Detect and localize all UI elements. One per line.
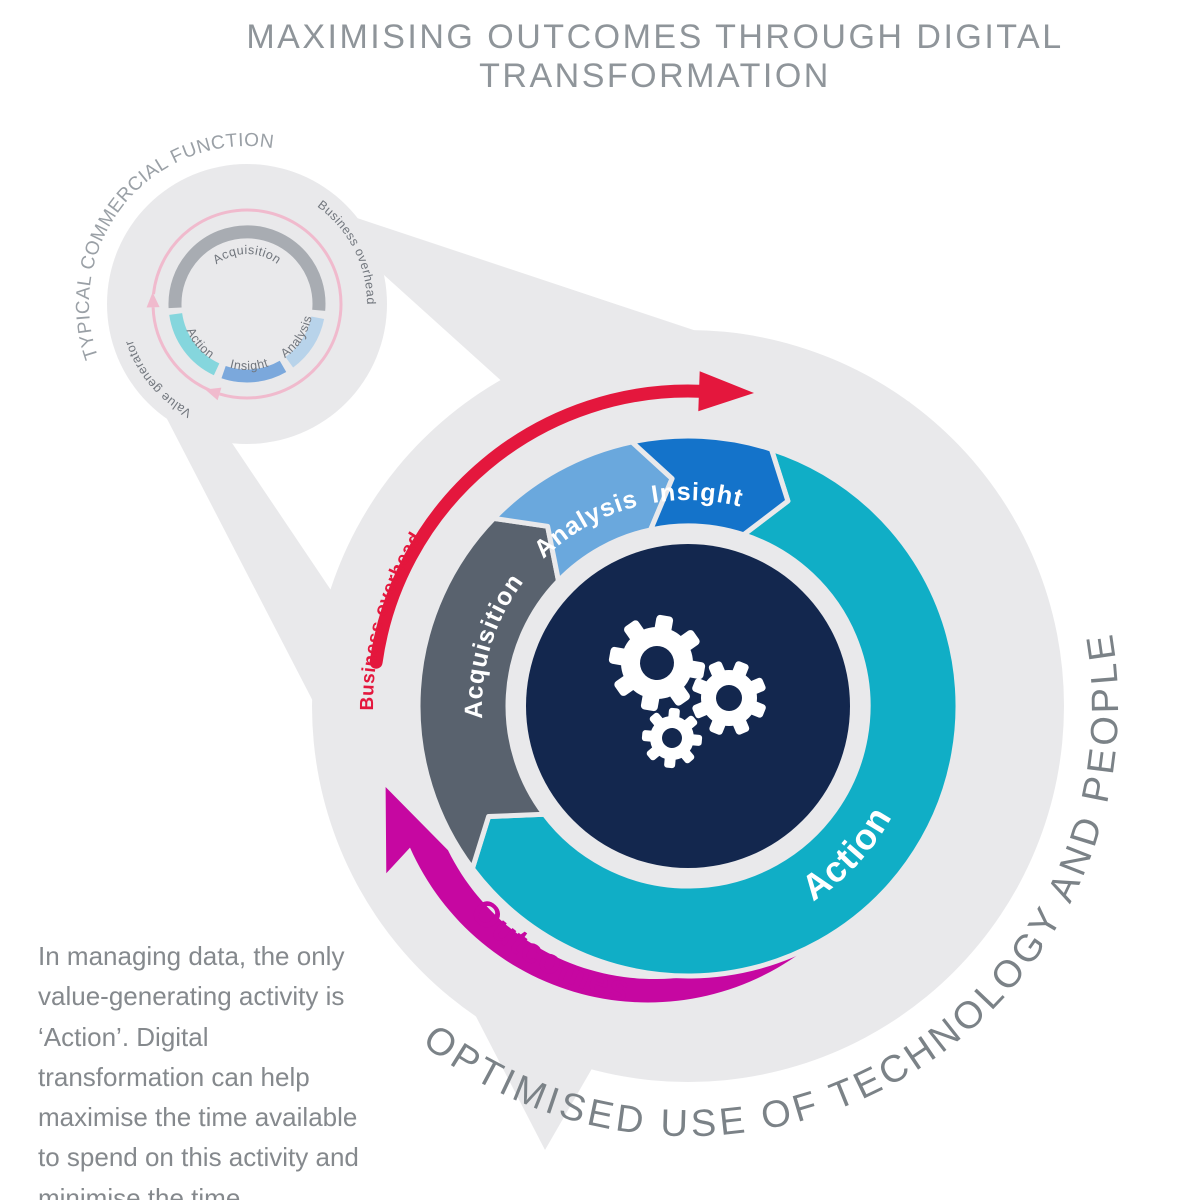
small-overhead-arc bbox=[152, 208, 343, 400]
main-ring bbox=[415, 433, 961, 979]
hub-circle bbox=[526, 544, 850, 868]
small-arrowhead-bottom bbox=[205, 387, 222, 401]
overhead-arrowhead bbox=[698, 371, 754, 412]
small-segment-acquisition bbox=[168, 225, 326, 311]
outcomes-arrow bbox=[385, 787, 817, 1003]
small-cycle-arcs bbox=[151, 208, 343, 400]
segment-action bbox=[469, 446, 961, 979]
small-segment-action bbox=[169, 312, 220, 376]
page-title: MAXIMISING OUTCOMES THROUGH DIGITAL TRAN… bbox=[246, 18, 1064, 95]
small-segment-analysis bbox=[285, 316, 325, 368]
small-arrowhead-left bbox=[146, 292, 160, 308]
segment-insight bbox=[629, 433, 791, 538]
small-circle-background bbox=[107, 164, 387, 444]
footnote-paragraph: In managing data, the only value-generat… bbox=[38, 941, 359, 1200]
overhead-arrow-arc bbox=[369, 384, 706, 669]
small-value-arc bbox=[151, 307, 211, 392]
gears-icon bbox=[608, 614, 766, 769]
small-segment-insight bbox=[221, 360, 287, 383]
small-ring bbox=[168, 225, 326, 383]
small-label-insight: Insight bbox=[229, 356, 270, 373]
